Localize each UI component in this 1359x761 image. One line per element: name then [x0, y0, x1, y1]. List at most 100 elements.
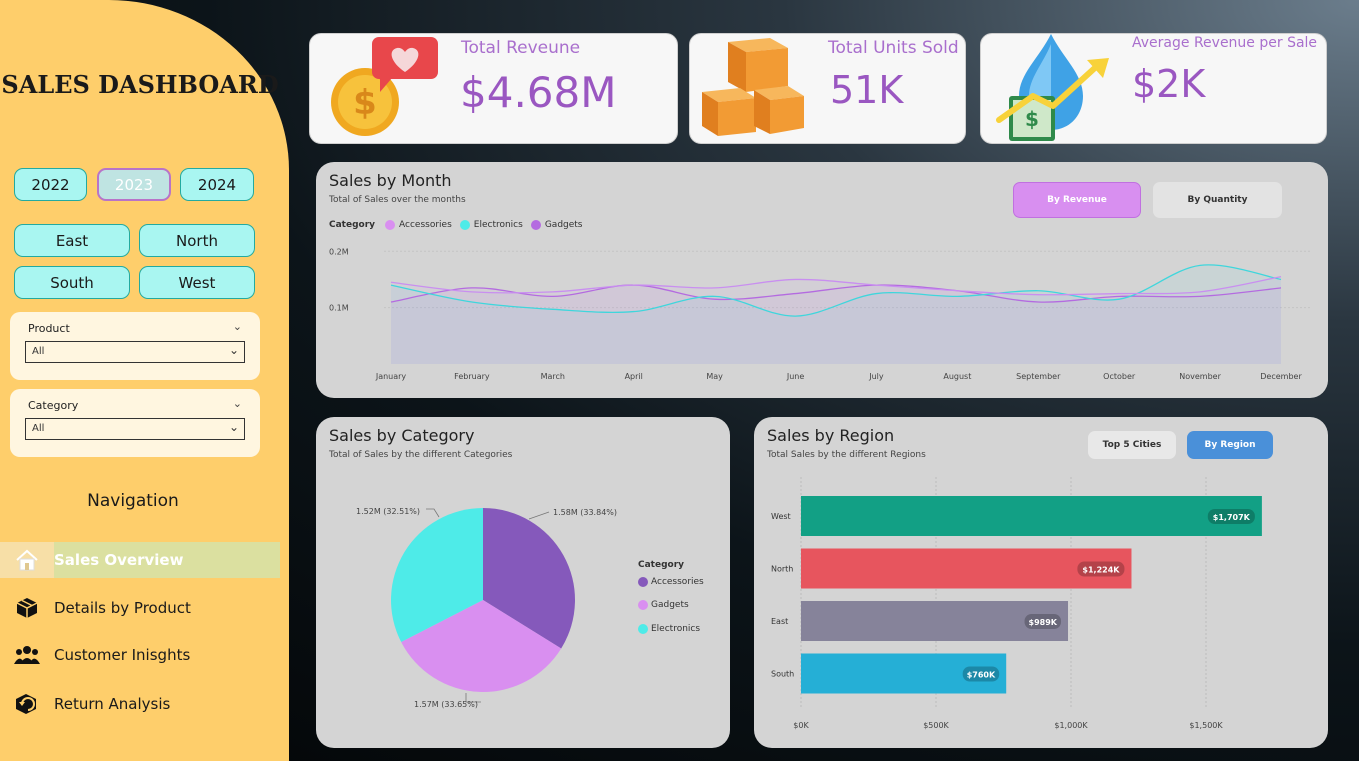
sales-by-month-chart: 0.1M 0.2M January February March April May June…	[329, 247, 1311, 381]
y-tick-label: 0.2M	[329, 247, 349, 256]
kpi-value: 51K	[830, 68, 904, 112]
nav-label: Customer Inisghts	[54, 646, 191, 664]
x-tick-label: January	[375, 372, 407, 381]
product-slicer-label: Product	[28, 322, 70, 335]
data-label-bg	[1024, 614, 1062, 629]
home-icon	[0, 542, 54, 578]
pie-legend-title: Category	[638, 560, 685, 570]
legend-dot-gadgets	[530, 220, 541, 230]
bar-data-label: $1,224K	[1082, 566, 1120, 575]
panel-title: Sales by Category	[329, 426, 475, 445]
category-dropdown[interactable]: All ⌄	[25, 418, 245, 440]
region-button-east[interactable]: East	[14, 224, 130, 257]
leader-line	[465, 693, 481, 703]
product-dropdown-value: All	[32, 346, 45, 357]
legend-label: Electronics	[651, 624, 701, 634]
series-line-accessories[interactable]	[390, 284, 1282, 303]
series-line-electronics[interactable]	[390, 264, 1282, 317]
nav-sales-overview[interactable]: Sales Overview	[0, 542, 280, 578]
data-label-bg	[962, 666, 1000, 682]
pie-legend-accessories: Accessories	[638, 577, 704, 587]
by-revenue-button[interactable]: By Revenue	[1013, 182, 1141, 218]
x-tick-label: $1,000K	[1054, 721, 1088, 730]
x-tick-label: August	[943, 372, 971, 381]
svg-text:$: $	[353, 83, 377, 123]
pie-legend-gadgets: Gadgets	[638, 600, 689, 610]
x-tick-label: $1,500K	[1189, 721, 1223, 730]
year-button-2024[interactable]: 2024	[180, 168, 254, 201]
region-button-west[interactable]: West	[139, 266, 255, 299]
region-button-north[interactable]: North	[139, 224, 255, 257]
year-button-2022[interactable]: 2022	[14, 168, 87, 201]
x-tick-label: November	[1179, 372, 1221, 381]
boxes-icon	[702, 38, 804, 136]
x-tick-label: September	[1016, 372, 1061, 381]
product-dropdown[interactable]: All ⌄	[25, 341, 245, 363]
category-dropdown-value: All	[32, 423, 45, 434]
chevron-down-icon: ⌄	[228, 343, 239, 357]
panel-title: Sales by Month	[329, 171, 452, 190]
region-button-south[interactable]: South	[14, 266, 130, 299]
x-tick-label: May	[706, 372, 723, 381]
y-tick-label: West	[771, 512, 791, 521]
navigation-title: Navigation	[87, 491, 179, 511]
sidebar: SALES DASHBOARD 2022 2023 2024 East Nort…	[0, 0, 289, 761]
chevron-down-icon[interactable]: ⌄	[232, 320, 242, 333]
series-area-accessories	[391, 285, 1281, 364]
product-slicer: Product ⌄ All ⌄	[10, 312, 260, 380]
nav-details-by-product[interactable]: Details by Product	[0, 590, 280, 626]
y-tick-label: 0.1M	[329, 304, 349, 313]
sales-by-category-panel: Sales by Category Total of Sales by the …	[316, 417, 730, 748]
series-line-gadgets[interactable]	[390, 275, 1282, 296]
bar-west[interactable]	[801, 496, 1262, 536]
bar-east[interactable]	[801, 601, 1069, 641]
kpi-title: Total Units Sold	[828, 38, 959, 58]
bar-data-label: $760K	[967, 671, 996, 680]
y-tick-label: South	[771, 670, 794, 679]
panel-subtitle: Total of Sales over the months	[329, 195, 466, 205]
y-tick-label: East	[771, 617, 788, 626]
x-tick-label: July	[868, 372, 884, 381]
by-region-button[interactable]: By Region	[1187, 431, 1273, 459]
legend-item-gadgets: Gadgets	[544, 220, 583, 230]
by-quantity-button[interactable]: By Quantity	[1153, 182, 1282, 218]
nav-return-analysis[interactable]: Return Analysis	[0, 686, 280, 722]
legend-item-accessories: Accessories	[399, 220, 452, 230]
legend-label: Accessories	[651, 577, 704, 587]
pie-data-label: 1.57M (33.65%)	[414, 700, 478, 709]
kpi-value: $4.68M	[460, 68, 617, 117]
box-icon	[0, 590, 54, 626]
pie-slice-gadgets[interactable]	[401, 600, 562, 692]
x-tick-label: December	[1260, 372, 1302, 381]
nav-customer-insights[interactable]: Customer Inisghts	[0, 637, 280, 673]
legend-dot	[638, 600, 648, 610]
data-label-bg	[1077, 561, 1125, 577]
leader-line	[528, 511, 550, 520]
bar-north[interactable]	[801, 548, 1132, 589]
pie-slice-electronics[interactable]	[391, 508, 483, 643]
nav-label: Sales Overview	[54, 542, 280, 578]
legend-title: Category	[329, 220, 376, 230]
x-tick-label: March	[541, 372, 565, 381]
x-tick-label: October	[1103, 372, 1136, 381]
panel-subtitle: Total Sales by the different Regions	[767, 450, 926, 460]
pie-slice-accessories[interactable]	[483, 508, 575, 649]
x-tick-label: $0K	[793, 721, 809, 730]
legend-dot-electronics	[459, 220, 470, 230]
leader-line	[426, 508, 440, 518]
pie-legend-electronics: Electronics	[638, 624, 700, 634]
sales-by-category-chart: 1.58M (33.84%) 1.57M (33.65%) 1.52M (32.51…	[356, 507, 617, 709]
x-tick-label: April	[625, 372, 643, 381]
bar-south[interactable]	[801, 653, 1007, 694]
x-tick-label: February	[454, 372, 490, 381]
svg-text:$: $	[1025, 107, 1039, 131]
chevron-down-icon[interactable]: ⌄	[232, 397, 242, 410]
top-5-cities-button[interactable]: Top 5 Cities	[1088, 431, 1176, 459]
dashboard-title: SALES DASHBOARD	[1, 70, 279, 99]
bar-data-label: $989K	[1029, 618, 1058, 627]
panel-title: Sales by Region	[767, 426, 895, 445]
nav-label: Details by Product	[54, 599, 191, 617]
kpi-average-revenue: $ Average Revenue per Sale $2K	[980, 33, 1327, 144]
year-button-2023[interactable]: 2023	[97, 168, 171, 201]
x-tick-label: $500K	[923, 721, 949, 730]
